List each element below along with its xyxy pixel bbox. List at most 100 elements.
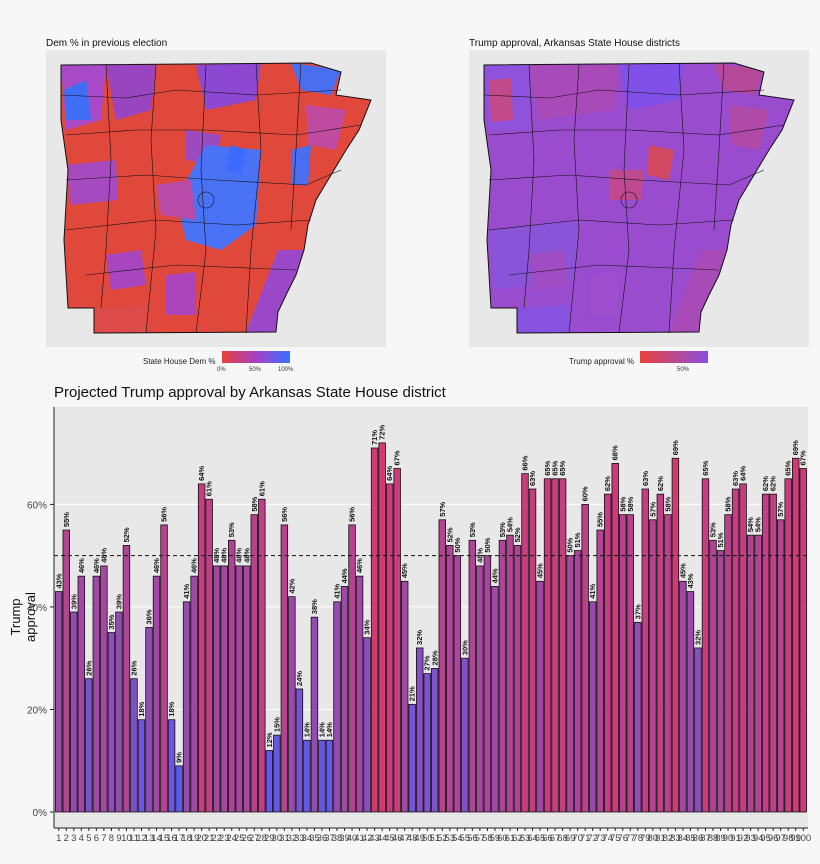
- x-tick-label: 8: [109, 833, 114, 844]
- bar-data-label: 65%: [551, 460, 560, 475]
- trump-legend-colorbar: [640, 351, 708, 363]
- x-tick-label: 31: [279, 833, 290, 844]
- x-tick-label: 77: [625, 833, 636, 844]
- bar: [370, 447, 379, 813]
- bar: [686, 591, 695, 813]
- bar-data-label: 63%: [528, 471, 537, 486]
- bar: [348, 524, 356, 813]
- bar-data-label: 68%: [611, 445, 620, 460]
- bar: [649, 519, 657, 813]
- x-tick-label: 95: [760, 833, 771, 844]
- bar: [62, 529, 70, 813]
- bar: [739, 483, 747, 813]
- dem-share-map: [46, 50, 386, 347]
- bar: [423, 673, 431, 813]
- bar: [55, 591, 63, 813]
- x-tick-label: 72: [587, 833, 598, 844]
- bar-data-label: 46%: [92, 558, 101, 573]
- x-tick-label: 91: [730, 833, 741, 844]
- x-tick-label: 93: [745, 833, 756, 844]
- bar-data-label: 53%: [709, 522, 718, 537]
- bar-data-label: 51%: [573, 532, 582, 547]
- x-tick-label: 74: [602, 833, 613, 844]
- bar-data-label: 42%: [287, 578, 296, 593]
- x-tick-label: 75: [610, 833, 621, 844]
- x-tick-label: 22: [211, 833, 222, 844]
- bar-data-label: 56%: [160, 507, 169, 522]
- bar-data-label: 60%: [581, 486, 590, 501]
- bar: [671, 457, 680, 813]
- bar: [731, 488, 740, 813]
- bar-data-label: 48%: [475, 548, 484, 563]
- x-tick-label: 34: [302, 833, 313, 844]
- bar-data-label: 14%: [325, 722, 334, 737]
- bar-data-label: 45%: [678, 563, 687, 578]
- x-tick-label: 1: [56, 833, 61, 844]
- x-tick-label: 24: [226, 833, 237, 844]
- bar: [137, 719, 146, 813]
- x-tick-label: 56: [467, 833, 478, 844]
- x-tick-label: 49: [414, 833, 425, 844]
- x-tick-label: 67: [550, 833, 561, 844]
- bar-data-label: 63%: [731, 471, 740, 486]
- dem-legend-colorbar: [222, 351, 290, 363]
- x-tick-label: 23: [219, 833, 230, 844]
- x-tick-label: 28: [257, 833, 268, 844]
- bar-data-label: 21%: [408, 686, 417, 701]
- bar-data-label: 41%: [588, 583, 597, 598]
- x-tick-label: 16: [166, 833, 177, 844]
- bar: [70, 611, 78, 813]
- bar: [145, 627, 153, 813]
- bar: [92, 575, 101, 813]
- bar: [438, 519, 446, 813]
- bar-data-label: 38%: [310, 599, 319, 614]
- bar: [258, 498, 266, 813]
- x-tick-label: 69: [565, 833, 576, 844]
- x-tick-label: 89: [715, 833, 726, 844]
- bar: [746, 534, 755, 813]
- bar-data-label: 34%: [363, 619, 372, 634]
- bar-data-label: 65%: [558, 460, 567, 475]
- bar-data-label: 50%: [483, 537, 492, 552]
- bar: [250, 514, 258, 813]
- bar: [573, 550, 582, 813]
- x-tick-label: 18: [181, 833, 192, 844]
- bar: [77, 575, 86, 813]
- bar-data-label: 26%: [84, 660, 93, 675]
- bar-data-label: 58%: [626, 496, 635, 511]
- bar: [295, 688, 304, 813]
- bar-data-label: 63%: [641, 471, 650, 486]
- x-tick-label: 25: [234, 833, 245, 844]
- bar: [416, 647, 424, 813]
- bar: [318, 739, 326, 813]
- bar-data-label: 57%: [438, 501, 447, 516]
- x-tick-label: 80: [648, 833, 659, 844]
- bar: [235, 565, 243, 813]
- x-tick-label: 35: [309, 833, 320, 844]
- trump-approval-map-svg: [483, 62, 795, 334]
- bar-data-label: 62%: [769, 476, 778, 491]
- bar-data-label: 28%: [430, 650, 439, 665]
- x-tick-label: 36: [317, 833, 328, 844]
- bar: [453, 555, 462, 813]
- bar: [280, 524, 289, 813]
- x-tick-label: 97: [775, 833, 786, 844]
- bar: [220, 565, 228, 813]
- x-tick-label: 38: [332, 833, 343, 844]
- x-tick-label: 94: [753, 833, 764, 844]
- bar: [551, 478, 559, 813]
- bar-data-label: 41%: [182, 583, 191, 598]
- dem-legend-tick: 100%: [278, 367, 294, 373]
- bar-data-label: 27%: [423, 655, 432, 670]
- x-tick-label: 83: [670, 833, 681, 844]
- x-tick-label: 51: [429, 833, 440, 844]
- bar: [107, 632, 116, 813]
- x-tick-label: 76: [617, 833, 628, 844]
- x-tick-label: 29: [264, 833, 275, 844]
- bar-data-label: 57%: [648, 501, 657, 516]
- bar: [400, 580, 409, 813]
- y-tick-label: 20%: [27, 705, 47, 716]
- bar-data-label: 18%: [137, 701, 146, 716]
- bar: [536, 580, 544, 813]
- bar: [310, 616, 319, 813]
